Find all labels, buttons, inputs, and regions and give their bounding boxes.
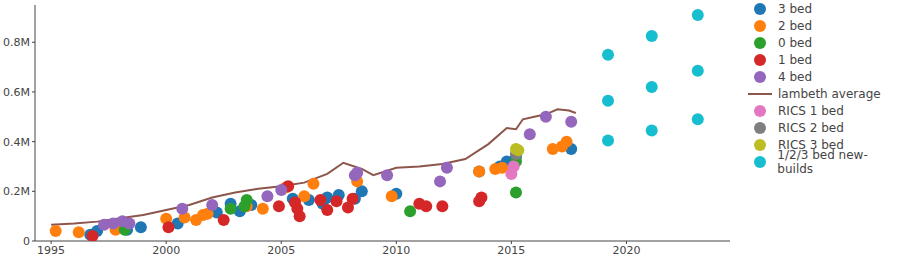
html-text:3 bed: 3 bed <box>778 1 813 16</box>
html-text:1 bed: 1 bed <box>778 52 813 67</box>
html-text:RICS 1 bed: RICS 1 bed <box>778 103 844 118</box>
html-text:1/2/3 bed new-builds: 1/2/3 bed new-builds <box>777 147 868 176</box>
svg-text:2000: 2000 <box>152 244 180 255</box>
svg-text:0.4M: 0.4M <box>8 136 30 149</box>
svg-text:0.2M: 0.2M <box>8 185 30 198</box>
svg-text:0: 0 <box>23 235 30 248</box>
svg-text:2020: 2020 <box>612 244 640 255</box>
html-text:RICS 3 bed: RICS 3 bed <box>778 137 844 152</box>
svg-text:2015: 2015 <box>497 244 525 255</box>
html-text:4 bed: 4 bed <box>778 69 813 84</box>
svg-text:0.8M: 0.8M <box>8 36 30 49</box>
svg-text:1995: 1995 <box>37 244 65 255</box>
html-text:lambeth average: lambeth average <box>778 86 881 101</box>
svg-text:2005: 2005 <box>267 244 295 255</box>
html-text:RICS 2 bed: RICS 2 bed <box>778 120 844 135</box>
html-text:2 bed: 2 bed <box>778 18 813 33</box>
html-text:0 bed: 0 bed <box>778 35 813 50</box>
svg-text:2010: 2010 <box>382 244 410 255</box>
svg-text:0.6M: 0.6M <box>8 86 30 99</box>
